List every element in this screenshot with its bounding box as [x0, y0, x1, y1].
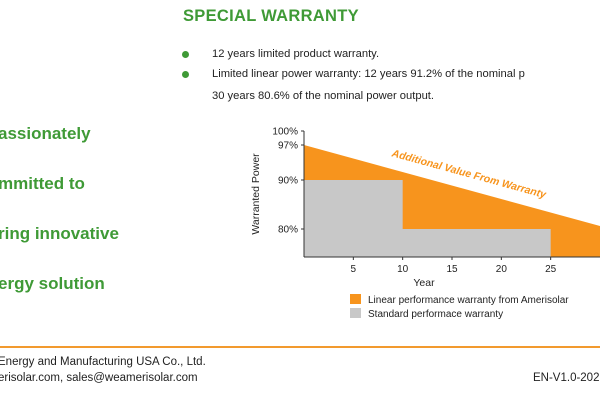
- footer-contact: erisolar.com, sales@weamerisolar.com: [0, 372, 198, 384]
- x-tick-label: 20: [496, 264, 508, 275]
- footer-version: EN-V1.0-202: [533, 372, 600, 384]
- legend-swatch: [350, 294, 361, 304]
- x-tick-label: 10: [397, 264, 409, 275]
- x-axis-label: Year: [413, 277, 435, 289]
- bullet-text: 12 years limited product warranty.: [212, 48, 380, 60]
- standard-warranty-area: [304, 180, 551, 257]
- y-tick-label: 97%: [278, 141, 298, 152]
- section-heading: SPECIAL WARRANTY: [183, 7, 359, 25]
- legend-label: Standard performace warranty: [368, 309, 503, 320]
- y-axis-label: Warranted Power: [250, 153, 262, 235]
- footer-divider: [0, 346, 600, 348]
- y-tick-label: 90%: [278, 176, 298, 187]
- legend-label: Linear performance warranty from Ameriso…: [368, 295, 569, 306]
- x-tick-label: 5: [351, 264, 357, 275]
- warranty-chart: 100% 97% 90% 80% 5 10 15 20 25 Year Warranted Powe…: [250, 127, 600, 320]
- slogan-line: mmitted to: [0, 174, 85, 193]
- bullet-dot-icon: [182, 51, 189, 58]
- slogan-line: ring innovative: [0, 224, 119, 243]
- slogan-line: assionately: [0, 124, 91, 143]
- bullet-text: 30 years 80.6% of the nominal power outp…: [212, 90, 435, 102]
- y-tick-label: 80%: [278, 225, 298, 236]
- bullet-dot-icon: [182, 71, 189, 78]
- legend-swatch: [350, 308, 361, 318]
- footer-company: Energy and Manufacturing USA Co., Ltd.: [0, 356, 206, 368]
- x-tick-label: 15: [446, 264, 458, 275]
- y-tick-label: 100%: [272, 127, 298, 138]
- slogan-line: ergy solution: [0, 274, 105, 293]
- x-tick-label: 25: [545, 264, 557, 275]
- bullet-text: Limited linear power warranty: 12 years …: [212, 68, 525, 80]
